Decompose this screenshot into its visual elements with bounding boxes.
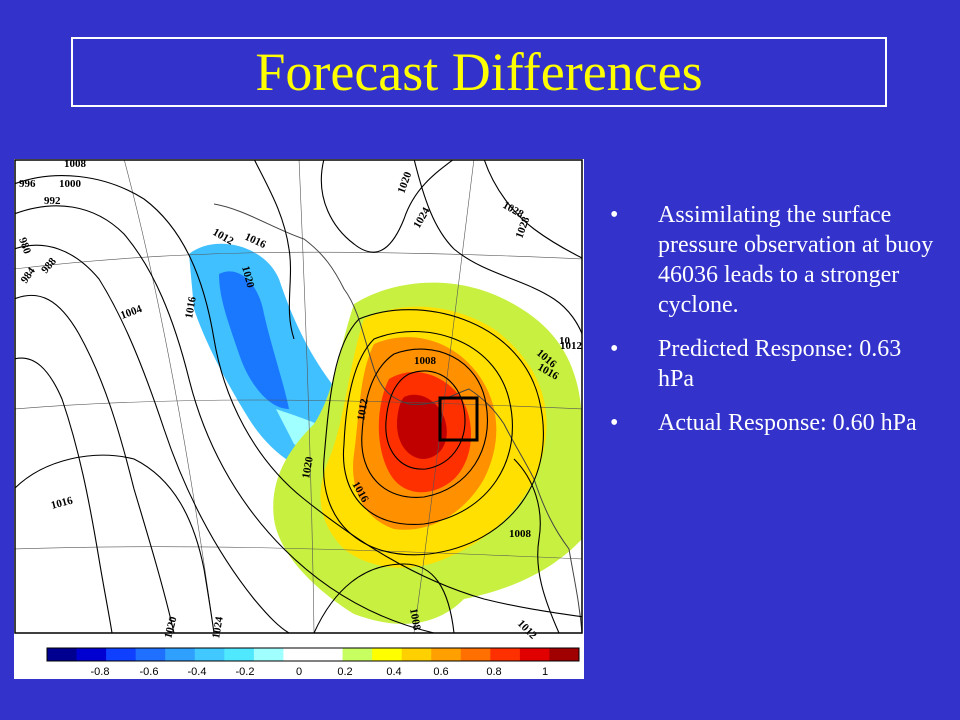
lon-line <box>123 160 215 633</box>
contour-label: 1016 <box>183 295 199 319</box>
contour-label: 1020 <box>300 455 316 479</box>
colorbar-swatch <box>519 648 550 661</box>
isobar <box>483 160 582 259</box>
colorbar-swatch <box>490 648 521 661</box>
isobar <box>413 160 582 336</box>
contour-label: 1012 <box>515 618 539 642</box>
negative-core <box>219 271 289 409</box>
contour-label: 992 <box>44 195 61 207</box>
colorbar-swatch <box>224 648 255 661</box>
colorbar-swatch <box>253 648 284 661</box>
lat-line <box>15 251 582 270</box>
contour-label: 980 <box>16 236 33 256</box>
colorbar-swatch <box>194 648 225 661</box>
isobar <box>15 294 175 633</box>
coastline <box>213 203 582 633</box>
colorbar-swatch <box>342 648 373 661</box>
forecast-map: 1008 1000 996 992 980 984 988 1004 1012 1016 1020 1… <box>14 159 584 679</box>
colorbar-swatch <box>283 648 314 661</box>
colorbar-tick-label: 0 <box>296 666 302 678</box>
lon-line <box>298 160 315 633</box>
colorbar-swatch <box>401 648 432 661</box>
lon-line <box>413 160 475 633</box>
bullet-marker: • <box>610 336 619 362</box>
bullet-list: • Assimilating the surface pressure obse… <box>610 200 940 452</box>
map-frame <box>14 159 583 634</box>
contour-label: 1024 <box>210 615 226 639</box>
bullet-item: • Predicted Response: 0.63 hPa <box>610 334 940 394</box>
colorbar-tick-label: 0.2 <box>337 666 352 678</box>
isobar <box>15 357 113 633</box>
isobar <box>313 563 455 633</box>
colorbar-swatch <box>135 648 166 661</box>
isobar-low <box>361 348 488 498</box>
contour-label: 1020 <box>396 170 415 195</box>
colorbar-tick-label: 0.8 <box>486 666 501 678</box>
colorbar-swatch <box>313 648 344 661</box>
isobar-low <box>323 309 544 556</box>
contour-label: 1020 <box>162 615 179 640</box>
colorbar-tick-label: -0.6 <box>140 666 159 678</box>
isobar <box>15 205 435 633</box>
isobar-low <box>342 331 513 526</box>
isobar <box>320 160 454 253</box>
bullet-item: • Assimilating the surface pressure obse… <box>610 200 940 320</box>
contour-label: 1008 <box>407 607 423 631</box>
contour-label: 1016 <box>50 494 75 511</box>
title-box: Forecast Differences <box>71 37 887 107</box>
colorbar-swatch <box>431 648 462 661</box>
colorbar-tick-label: -0.2 <box>236 666 255 678</box>
contour-label: 1016 <box>243 231 268 251</box>
isobar <box>513 458 560 633</box>
colorbar-swatch <box>460 648 491 661</box>
contour-label: 996 <box>19 178 36 190</box>
colorbar-tick-label: 0.4 <box>386 666 401 678</box>
colorbar-border <box>46 647 580 662</box>
colorbar-swatch <box>372 648 403 661</box>
contour-label: 1012 <box>560 340 583 352</box>
colorbar-swatch <box>165 648 196 661</box>
slide-title: Forecast Differences <box>255 42 703 102</box>
colorbar-swatch <box>47 648 78 661</box>
positive-core <box>396 394 447 459</box>
isobar <box>15 454 215 633</box>
bullet-marker: • <box>610 202 619 228</box>
buoy-box <box>438 396 479 442</box>
isobar-low <box>385 370 466 470</box>
contour-label: 1008 <box>509 528 532 540</box>
colorbar-tick-label: -0.4 <box>188 666 207 678</box>
bullet-text: Actual Response: 0.60 hPa <box>658 410 917 436</box>
contour-label: 1004 <box>119 303 144 322</box>
colorbar-swatch <box>106 648 137 661</box>
colorbar-tick-label: -0.8 <box>91 666 110 678</box>
colorbar-swatch <box>76 648 107 661</box>
isobar <box>253 160 295 340</box>
contour-label: 1008 <box>64 159 87 170</box>
colorbar <box>46 647 580 662</box>
colorbar-tick-label: 1 <box>542 666 548 678</box>
contour-label: 10 <box>559 335 571 347</box>
bullet-text: Predicted Response: 0.63 hPa <box>658 336 902 392</box>
isobar <box>15 244 290 633</box>
contour-label: 1020 <box>239 265 256 290</box>
contour-label: 988 <box>39 255 59 276</box>
bullet-marker: • <box>610 410 619 436</box>
isobar <box>15 175 582 618</box>
contour-label: 1012 <box>355 397 371 421</box>
lat-line <box>15 546 582 560</box>
contour-label: 1000 <box>59 178 82 190</box>
bullet-text: Assimilating the surface pressure observ… <box>658 202 934 318</box>
colorbar-tick-label: 0.6 <box>433 666 448 678</box>
colorbar-ticks: -0.8 -0.6 -0.4 -0.2 0 0.2 0.4 0.6 0.8 1 <box>91 666 549 678</box>
contour-label: 1008 <box>414 355 437 367</box>
colorbar-swatch <box>549 648 580 661</box>
bullet-item: • Actual Response: 0.60 hPa <box>610 408 940 438</box>
